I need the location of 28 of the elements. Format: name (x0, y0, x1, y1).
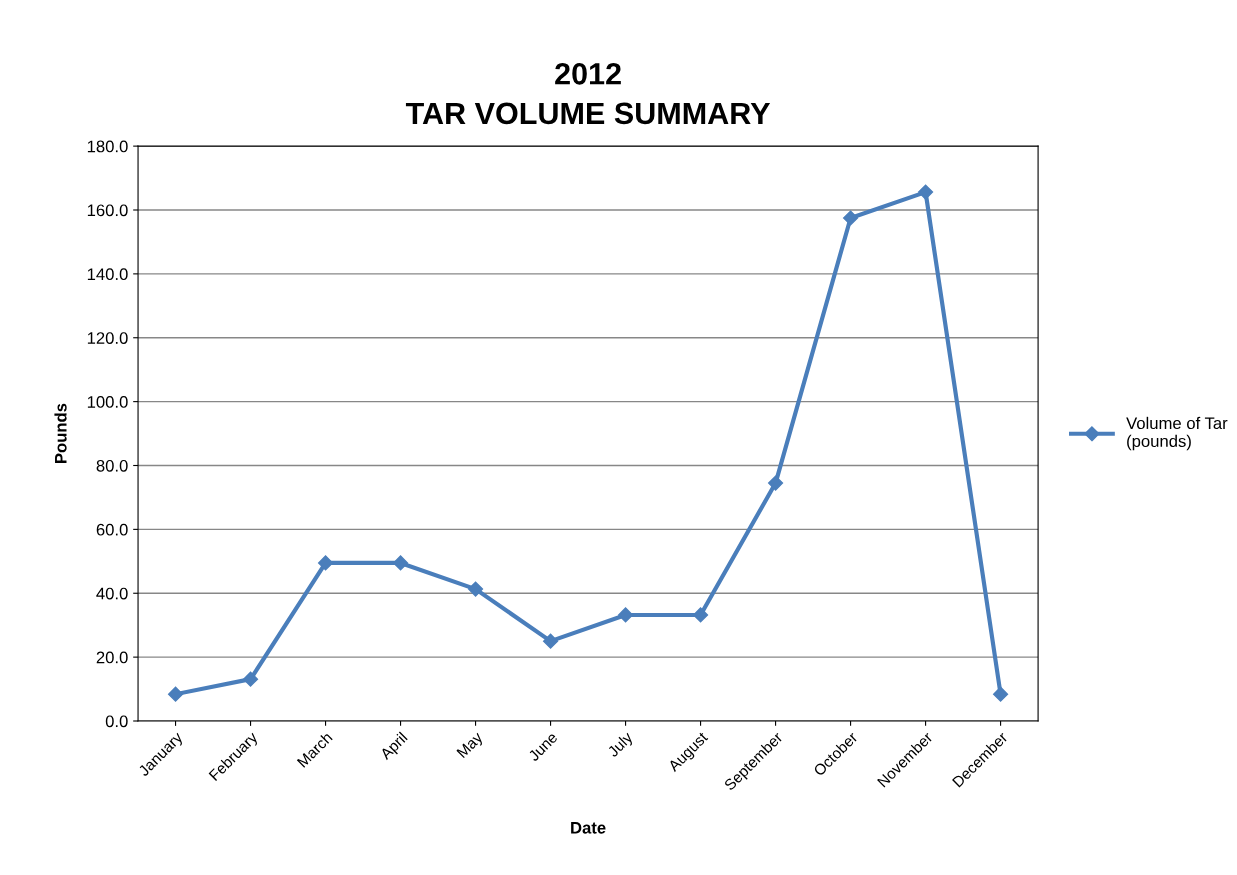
point (467, 581, 484, 597)
point (693, 607, 709, 623)
y-tick-label: 20.0 (96, 651, 128, 664)
point (317, 555, 334, 571)
point (993, 686, 1009, 702)
y-tick-label: 80.0 (96, 459, 128, 472)
point (392, 555, 409, 571)
chart-title: 2012 TAR VOLUME SUMMARY (405, 63, 771, 125)
y-tick-label: 180.0 (87, 140, 128, 153)
point (768, 475, 784, 491)
point (843, 210, 859, 226)
y-tick-label: 140.0 (87, 268, 128, 281)
y-tick-label: 100.0 (87, 396, 128, 408)
legend-label: Volume of Tar (pounds) (1126, 416, 1228, 451)
y-tick-label: 160.0 (87, 204, 128, 217)
y-tick-label: 120.0 (87, 332, 128, 344)
x-tick-label: May (456, 731, 486, 761)
x-axis-title: Date (571, 822, 606, 834)
point (242, 671, 259, 687)
point (918, 184, 934, 200)
point (618, 607, 634, 623)
y-tick-label: 40.0 (96, 587, 128, 600)
y-tick-label: 0.0 (105, 715, 128, 728)
y-axis-title: Pounds (54, 403, 67, 463)
point (542, 633, 559, 649)
point (167, 686, 184, 702)
y-tick-label: 60.0 (96, 523, 128, 536)
x-tick-label: July (606, 730, 636, 760)
